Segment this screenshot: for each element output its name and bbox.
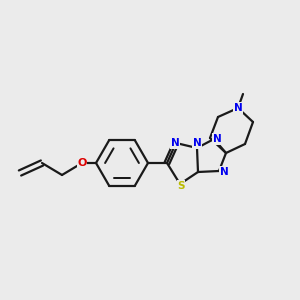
Text: O: O [77, 158, 87, 168]
Text: N: N [234, 103, 242, 113]
Text: N: N [220, 167, 228, 177]
Text: N: N [171, 138, 179, 148]
Text: N: N [213, 134, 221, 144]
Text: N: N [193, 138, 201, 148]
Text: S: S [177, 181, 185, 191]
